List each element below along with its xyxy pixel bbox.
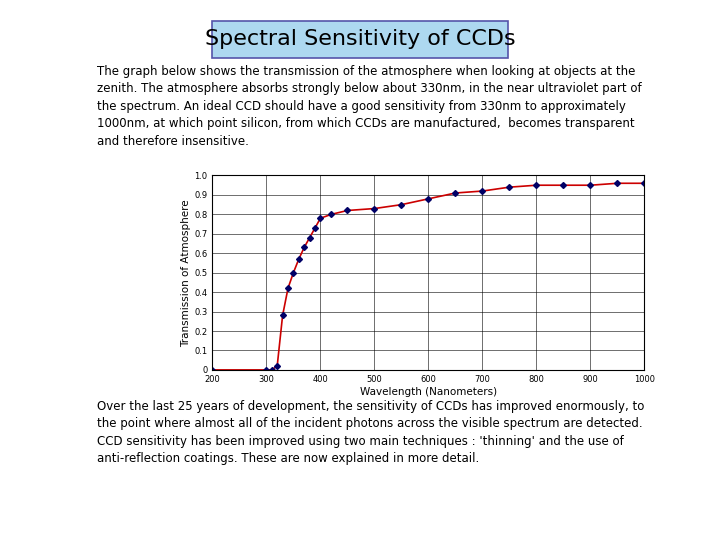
FancyBboxPatch shape <box>212 21 508 58</box>
X-axis label: Wavelength (Nanometers): Wavelength (Nanometers) <box>360 387 497 396</box>
Text: The graph below shows the transmission of the atmosphere when looking at objects: The graph below shows the transmission o… <box>97 65 642 148</box>
Y-axis label: Transmission of Atmosphere: Transmission of Atmosphere <box>181 199 192 347</box>
Text: Over the last 25 years of development, the sensitivity of CCDs has improved enor: Over the last 25 years of development, t… <box>97 400 644 465</box>
Text: Spectral Sensitivity of CCDs: Spectral Sensitivity of CCDs <box>204 29 516 50</box>
